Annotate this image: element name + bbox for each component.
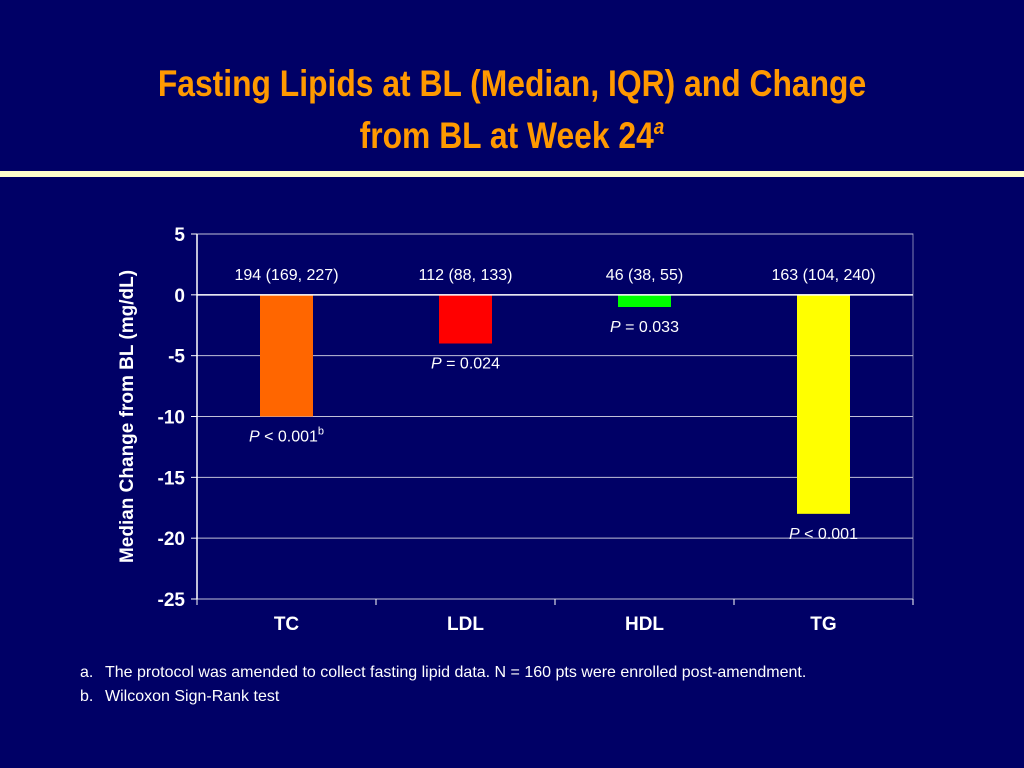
baseline-label: 46 (38, 55): [606, 267, 683, 284]
labels: 194 (169, 227) P < 0.001b 112 (88, 133) P =…: [234, 267, 875, 543]
baseline-label: 112 (88, 133): [419, 267, 513, 284]
x-tick-label: HDL: [625, 614, 664, 635]
x-tick-label: TC: [274, 614, 300, 635]
baseline-label: 163 (104, 240): [771, 267, 875, 284]
bar-chart: 5 0 -5 -10 -15 -20 -25 Median Change from BL (m…: [117, 225, 914, 635]
footnotes: a. The protocol was amended to collect f…: [80, 661, 1010, 709]
x-tick-label: LDL: [447, 614, 484, 635]
y-tick-label: -15: [158, 468, 186, 489]
bar-ldl: [439, 294, 492, 344]
y-tick-label: 0: [174, 286, 185, 307]
slide-title: Fasting Lipids at BL (Median, IQR) and C…: [72, 58, 953, 162]
bar-hdl: [618, 294, 671, 307]
title-superscript: a: [653, 114, 665, 139]
title-divider: [0, 171, 1024, 177]
bar-tc: [260, 294, 313, 417]
y-tick-label: -25: [158, 590, 186, 611]
footnote-b: b. Wilcoxon Sign-Rank test: [80, 685, 1010, 709]
axes: 5 0 -5 -10 -15 -20 -25 Median Change from BL (m…: [117, 225, 914, 635]
bars: [260, 294, 850, 514]
baseline-label: 194 (169, 227): [234, 267, 338, 284]
x-tick-label: TG: [810, 614, 836, 635]
p-value-label: P < 0.001b: [249, 426, 324, 446]
footnote-text: The protocol was amended to collect fast…: [105, 664, 807, 681]
footnote-letter: b.: [80, 688, 94, 705]
footnote-letter: a.: [80, 664, 94, 681]
y-tick-label: -20: [158, 529, 185, 550]
title-line-2: from BL at Week 24: [359, 115, 654, 156]
p-value-label: P < 0.001: [789, 526, 858, 543]
title-line-1: Fasting Lipids at BL (Median, IQR) and C…: [157, 63, 867, 104]
p-value-label: P = 0.033: [610, 319, 679, 336]
y-tick-label: -5: [168, 347, 185, 368]
footnote-text: Wilcoxon Sign-Rank test: [105, 688, 280, 705]
bar-tg: [797, 294, 850, 514]
y-tick-label: 5: [174, 225, 185, 246]
p-value-label: P = 0.024: [431, 356, 500, 373]
y-tick-label: -10: [158, 408, 185, 429]
footnote-a: a. The protocol was amended to collect f…: [80, 661, 1010, 685]
y-axis-label: Median Change from BL (mg/dL): [117, 270, 138, 563]
